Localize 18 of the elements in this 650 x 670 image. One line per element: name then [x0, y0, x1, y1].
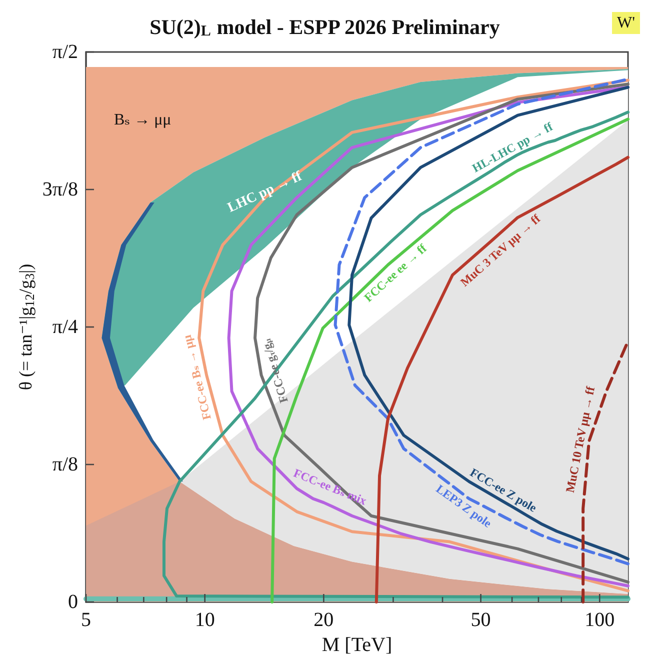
- y-tick-label: π/2: [52, 41, 78, 63]
- x-tick-label: 10: [194, 609, 215, 631]
- series-label: LHC pp → ff: [226, 169, 305, 216]
- x-tick-label: 100: [584, 609, 615, 631]
- y-axis-title: θ (= tan⁻¹|g12/g3|): [16, 264, 37, 390]
- annotation: Bₛ → μμ: [114, 112, 172, 128]
- text: W': [617, 14, 636, 32]
- y-tick-label: 0: [68, 591, 78, 613]
- y-tick-label: π/4: [52, 316, 78, 338]
- y-tick-label: π/8: [52, 454, 78, 476]
- x-tick-label: 5: [81, 609, 91, 631]
- text: FCC-ee Bₛ → μμ: [180, 334, 214, 422]
- chart-title: SU(2)L model - ESPP 2026 Preliminary: [150, 15, 500, 40]
- y-tick-label: 3π/8: [42, 178, 78, 200]
- x-axis-title: M [TeV]: [322, 634, 392, 656]
- x-tick-label: 50: [470, 609, 491, 631]
- text: MuC 10 TeV μμ → ff: [562, 384, 598, 494]
- x-tick-label: 20: [314, 609, 334, 631]
